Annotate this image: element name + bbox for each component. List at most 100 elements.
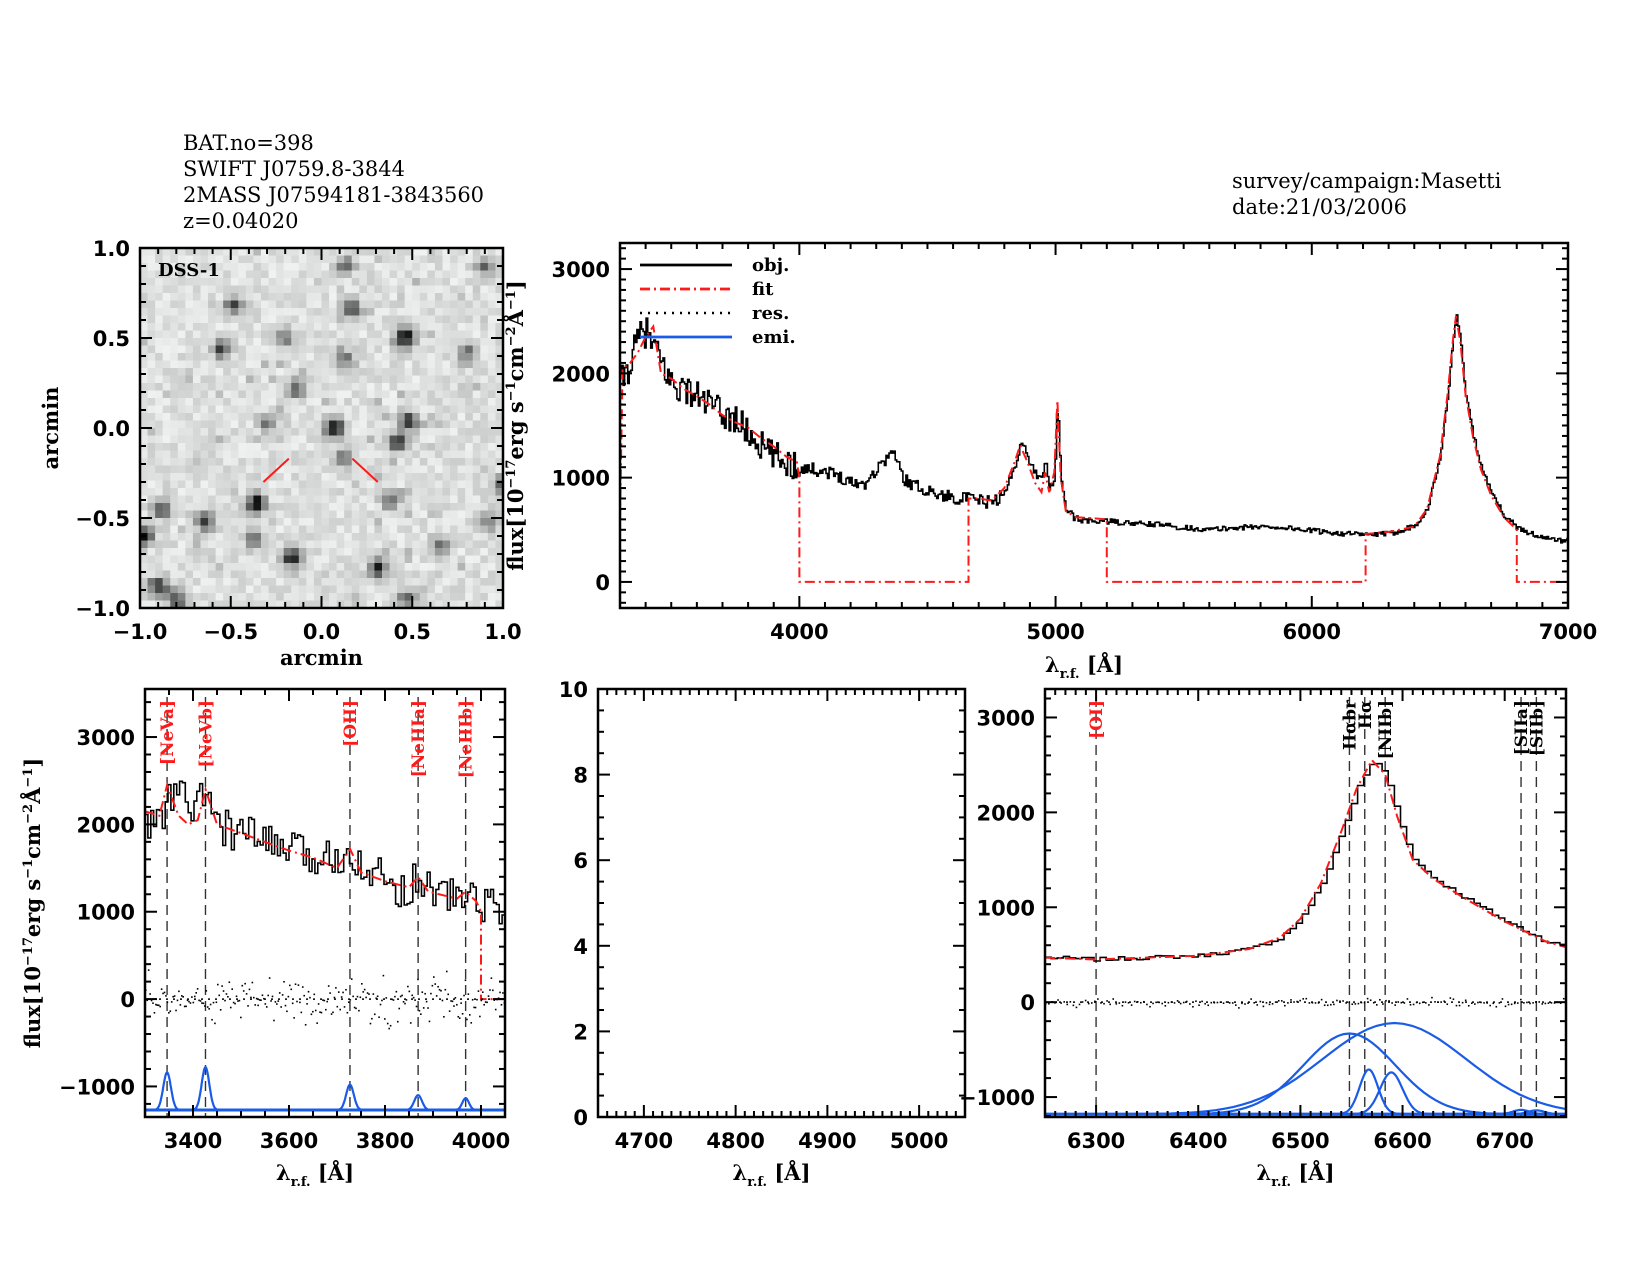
image-pixel <box>230 323 239 332</box>
image-pixel <box>366 495 376 504</box>
image-pixel <box>450 495 459 504</box>
image-pixel <box>419 278 428 287</box>
image-pixel <box>336 300 345 309</box>
image-pixel <box>487 570 497 579</box>
image-pixel <box>238 360 247 369</box>
image-pixel <box>238 338 247 347</box>
image-pixel <box>170 270 179 279</box>
image-pixel <box>261 488 270 497</box>
image-pixel <box>457 458 466 467</box>
residual-point <box>369 1022 372 1025</box>
image-pixel <box>397 585 406 594</box>
plot-frame <box>618 241 1570 610</box>
image-pixel <box>276 525 285 534</box>
image-pixel <box>192 480 202 489</box>
image-pixel <box>382 503 391 512</box>
image-pixel <box>200 345 209 354</box>
image-pixel <box>245 458 255 467</box>
image-pixel <box>313 390 323 399</box>
residual-point <box>270 1000 272 1002</box>
image-pixel <box>177 563 186 572</box>
residual-point <box>445 970 448 973</box>
emission-component <box>1108 1021 1566 1116</box>
image-pixel <box>238 420 247 429</box>
image-pixel <box>374 488 383 497</box>
image-pixel <box>268 593 277 602</box>
image-pixel <box>442 278 451 287</box>
image-pixel <box>442 435 451 444</box>
image-pixel <box>344 413 353 422</box>
image-pixel <box>336 578 345 587</box>
image-pixel <box>177 495 186 504</box>
x-tick-label: −0.5 <box>203 620 258 644</box>
image-pixel <box>351 300 360 309</box>
image-pixel <box>412 308 421 317</box>
image-pixel <box>457 398 466 407</box>
y-tick-label: 0 <box>573 1106 588 1130</box>
image-pixel <box>170 503 179 512</box>
image-pixel <box>268 540 277 549</box>
image-pixel <box>140 465 149 474</box>
image-pixel <box>495 368 504 377</box>
image-pixel <box>382 480 391 489</box>
image-pixel <box>321 525 330 534</box>
image-pixel <box>344 585 353 594</box>
residual-point <box>1480 1001 1482 1004</box>
image-pixel <box>480 278 489 287</box>
image-pixel <box>434 510 444 519</box>
image-pixel <box>238 285 247 294</box>
residual-point <box>349 999 352 1001</box>
image-pixel <box>261 338 270 347</box>
image-pixel <box>283 255 292 264</box>
image-pixel <box>382 413 391 422</box>
image-pixel <box>404 428 413 437</box>
residual-point <box>1520 998 1522 1001</box>
image-pixel <box>487 465 497 474</box>
y-tick-label: −1000 <box>59 1075 135 1099</box>
image-pixel <box>374 518 383 527</box>
image-pixel <box>298 465 307 474</box>
residual-point <box>309 996 311 999</box>
image-pixel <box>291 495 300 504</box>
image-pixel <box>495 398 504 407</box>
image-pixel <box>192 293 202 302</box>
image-pixel <box>487 383 497 392</box>
image-pixel <box>306 503 315 512</box>
image-pixel <box>192 540 202 549</box>
image-pixel <box>170 278 179 287</box>
image-pixel <box>404 420 413 429</box>
residual-point <box>1550 1002 1553 1004</box>
image-pixel <box>238 435 247 444</box>
image-pixel <box>480 375 489 384</box>
residual-point <box>325 1008 327 1011</box>
image-pixel <box>442 263 451 272</box>
residual-point <box>217 983 219 986</box>
image-pixel <box>344 548 353 557</box>
residual-point <box>1305 997 1308 1000</box>
image-pixel <box>162 548 171 557</box>
image-pixel <box>276 375 285 384</box>
image-pixel <box>200 390 209 399</box>
image-pixel <box>283 488 292 497</box>
image-pixel <box>450 345 459 354</box>
image-pixel <box>155 315 164 324</box>
image-pixel <box>170 390 179 399</box>
y-tick-label: 2000 <box>977 801 1035 825</box>
image-pixel <box>382 578 391 587</box>
image-pixel <box>313 405 323 414</box>
image-pixel <box>472 510 481 519</box>
image-pixel <box>208 263 217 272</box>
image-pixel <box>434 458 444 467</box>
residual-point <box>214 1022 216 1025</box>
image-pixel <box>245 525 255 534</box>
image-pixel <box>298 293 307 302</box>
residual-point <box>405 999 408 1001</box>
legend-label-emi: emi. <box>752 327 796 348</box>
image-pixel <box>147 270 156 279</box>
image-pixel <box>268 518 277 527</box>
image-pixel <box>298 503 307 512</box>
image-pixel <box>283 450 292 459</box>
image-pixel <box>276 435 285 444</box>
image-pixel <box>389 263 398 272</box>
residual-point <box>1366 997 1369 1000</box>
